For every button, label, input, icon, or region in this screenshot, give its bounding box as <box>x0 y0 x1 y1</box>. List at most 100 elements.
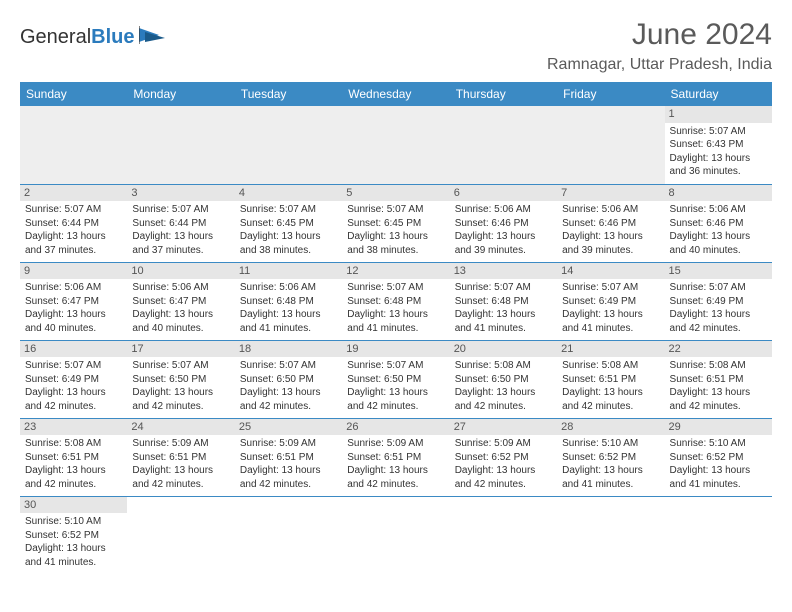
day-line-daylight2: and 41 minutes. <box>562 322 659 336</box>
day-line-daylight1: Daylight: 13 hours <box>455 386 552 400</box>
day-line-daylight1: Daylight: 13 hours <box>347 386 444 400</box>
day-line-sunset: Sunset: 6:49 PM <box>25 373 122 387</box>
day-number: 3 <box>127 185 234 202</box>
day-line-daylight1: Daylight: 13 hours <box>240 386 337 400</box>
day-line-daylight1: Daylight: 13 hours <box>25 230 122 244</box>
brand-name-part2: Blue <box>91 26 134 48</box>
day-line-daylight2: and 42 minutes. <box>347 400 444 414</box>
day-line-daylight2: and 36 minutes. <box>670 165 767 179</box>
day-line-sunset: Sunset: 6:51 PM <box>132 451 229 465</box>
day-line-daylight1: Daylight: 13 hours <box>455 230 552 244</box>
calendar-cell: 12Sunrise: 5:07 AMSunset: 6:48 PMDayligh… <box>342 262 449 340</box>
day-details: Sunrise: 5:10 AMSunset: 6:52 PMDaylight:… <box>669 437 768 491</box>
day-line-sunset: Sunset: 6:48 PM <box>347 295 444 309</box>
day-details: Sunrise: 5:07 AMSunset: 6:50 PMDaylight:… <box>239 359 338 413</box>
calendar-cell: 30Sunrise: 5:10 AMSunset: 6:52 PMDayligh… <box>20 496 127 574</box>
day-details: Sunrise: 5:07 AMSunset: 6:48 PMDaylight:… <box>346 281 445 335</box>
day-line-sunset: Sunset: 6:49 PM <box>562 295 659 309</box>
day-line-daylight2: and 37 minutes. <box>25 244 122 258</box>
day-details: Sunrise: 5:06 AMSunset: 6:46 PMDaylight:… <box>454 203 553 257</box>
day-line-sunrise: Sunrise: 5:06 AM <box>132 281 229 295</box>
calendar-cell: 27Sunrise: 5:09 AMSunset: 6:52 PMDayligh… <box>450 418 557 496</box>
day-line-sunrise: Sunrise: 5:08 AM <box>25 437 122 451</box>
day-details: Sunrise: 5:06 AMSunset: 6:46 PMDaylight:… <box>669 203 768 257</box>
day-line-daylight2: and 37 minutes. <box>132 244 229 258</box>
calendar-cell: 23Sunrise: 5:08 AMSunset: 6:51 PMDayligh… <box>20 418 127 496</box>
weekday-header: Saturday <box>665 82 772 106</box>
day-line-daylight2: and 42 minutes. <box>670 322 767 336</box>
day-line-daylight2: and 42 minutes. <box>240 478 337 492</box>
day-number: 22 <box>665 341 772 358</box>
day-details: Sunrise: 5:07 AMSunset: 6:49 PMDaylight:… <box>669 281 768 335</box>
day-line-daylight1: Daylight: 13 hours <box>670 308 767 322</box>
day-line-daylight2: and 41 minutes. <box>240 322 337 336</box>
day-number: 12 <box>342 263 449 280</box>
calendar-cell: 28Sunrise: 5:10 AMSunset: 6:52 PMDayligh… <box>557 418 664 496</box>
day-number: 14 <box>557 263 664 280</box>
day-details: Sunrise: 5:07 AMSunset: 6:48 PMDaylight:… <box>454 281 553 335</box>
calendar-cell: 25Sunrise: 5:09 AMSunset: 6:51 PMDayligh… <box>235 418 342 496</box>
weekday-header: Monday <box>127 82 234 106</box>
day-details: Sunrise: 5:07 AMSunset: 6:44 PMDaylight:… <box>131 203 230 257</box>
calendar-week: 9Sunrise: 5:06 AMSunset: 6:47 PMDaylight… <box>20 262 772 340</box>
flag-icon <box>139 26 167 49</box>
day-number: 30 <box>20 497 127 514</box>
day-line-sunrise: Sunrise: 5:07 AM <box>562 281 659 295</box>
day-line-daylight1: Daylight: 13 hours <box>562 308 659 322</box>
weekday-header: Sunday <box>20 82 127 106</box>
day-line-sunrise: Sunrise: 5:07 AM <box>25 203 122 217</box>
day-details: Sunrise: 5:06 AMSunset: 6:46 PMDaylight:… <box>561 203 660 257</box>
calendar-table: SundayMondayTuesdayWednesdayThursdayFrid… <box>20 82 772 574</box>
day-line-sunrise: Sunrise: 5:07 AM <box>240 359 337 373</box>
calendar-cell: 29Sunrise: 5:10 AMSunset: 6:52 PMDayligh… <box>665 418 772 496</box>
calendar-cell <box>342 106 449 184</box>
header: GeneralBlue June 2024 Ramnagar, Uttar Pr… <box>20 18 772 74</box>
day-line-sunrise: Sunrise: 5:07 AM <box>455 281 552 295</box>
calendar-cell: 16Sunrise: 5:07 AMSunset: 6:49 PMDayligh… <box>20 340 127 418</box>
day-line-daylight2: and 42 minutes. <box>132 400 229 414</box>
day-line-sunset: Sunset: 6:51 PM <box>670 373 767 387</box>
day-line-daylight2: and 42 minutes. <box>240 400 337 414</box>
weekday-header: Thursday <box>450 82 557 106</box>
day-details: Sunrise: 5:06 AMSunset: 6:48 PMDaylight:… <box>239 281 338 335</box>
day-details: Sunrise: 5:08 AMSunset: 6:51 PMDaylight:… <box>561 359 660 413</box>
day-line-daylight1: Daylight: 13 hours <box>240 230 337 244</box>
day-line-sunset: Sunset: 6:46 PM <box>670 217 767 231</box>
calendar-cell: 15Sunrise: 5:07 AMSunset: 6:49 PMDayligh… <box>665 262 772 340</box>
day-line-sunrise: Sunrise: 5:09 AM <box>347 437 444 451</box>
day-line-sunrise: Sunrise: 5:06 AM <box>562 203 659 217</box>
day-number: 17 <box>127 341 234 358</box>
day-line-sunset: Sunset: 6:45 PM <box>240 217 337 231</box>
day-details: Sunrise: 5:07 AMSunset: 6:50 PMDaylight:… <box>346 359 445 413</box>
brand-name-part1: General <box>20 26 91 48</box>
brand-logo: GeneralBlue <box>20 26 167 49</box>
day-line-daylight1: Daylight: 13 hours <box>347 308 444 322</box>
day-number: 7 <box>557 185 664 202</box>
day-line-daylight1: Daylight: 13 hours <box>240 464 337 478</box>
calendar-cell: 21Sunrise: 5:08 AMSunset: 6:51 PMDayligh… <box>557 340 664 418</box>
calendar-cell: 2Sunrise: 5:07 AMSunset: 6:44 PMDaylight… <box>20 184 127 262</box>
day-line-sunrise: Sunrise: 5:07 AM <box>132 359 229 373</box>
day-details: Sunrise: 5:09 AMSunset: 6:51 PMDaylight:… <box>346 437 445 491</box>
day-line-daylight1: Daylight: 13 hours <box>670 152 767 166</box>
day-number: 20 <box>450 341 557 358</box>
calendar-cell <box>342 496 449 574</box>
day-line-daylight2: and 40 minutes. <box>132 322 229 336</box>
day-line-sunset: Sunset: 6:51 PM <box>25 451 122 465</box>
calendar-week: 23Sunrise: 5:08 AMSunset: 6:51 PMDayligh… <box>20 418 772 496</box>
location: Ramnagar, Uttar Pradesh, India <box>547 56 772 74</box>
day-line-daylight1: Daylight: 13 hours <box>670 230 767 244</box>
day-number: 11 <box>235 263 342 280</box>
day-line-sunset: Sunset: 6:44 PM <box>25 217 122 231</box>
day-line-sunrise: Sunrise: 5:08 AM <box>670 359 767 373</box>
day-details: Sunrise: 5:08 AMSunset: 6:51 PMDaylight:… <box>669 359 768 413</box>
calendar-cell: 10Sunrise: 5:06 AMSunset: 6:47 PMDayligh… <box>127 262 234 340</box>
calendar-cell: 3Sunrise: 5:07 AMSunset: 6:44 PMDaylight… <box>127 184 234 262</box>
day-line-sunset: Sunset: 6:52 PM <box>562 451 659 465</box>
day-line-sunrise: Sunrise: 5:07 AM <box>347 203 444 217</box>
day-line-daylight2: and 39 minutes. <box>455 244 552 258</box>
day-line-sunset: Sunset: 6:46 PM <box>562 217 659 231</box>
day-line-sunrise: Sunrise: 5:08 AM <box>562 359 659 373</box>
day-number: 8 <box>665 185 772 202</box>
day-line-sunset: Sunset: 6:52 PM <box>455 451 552 465</box>
